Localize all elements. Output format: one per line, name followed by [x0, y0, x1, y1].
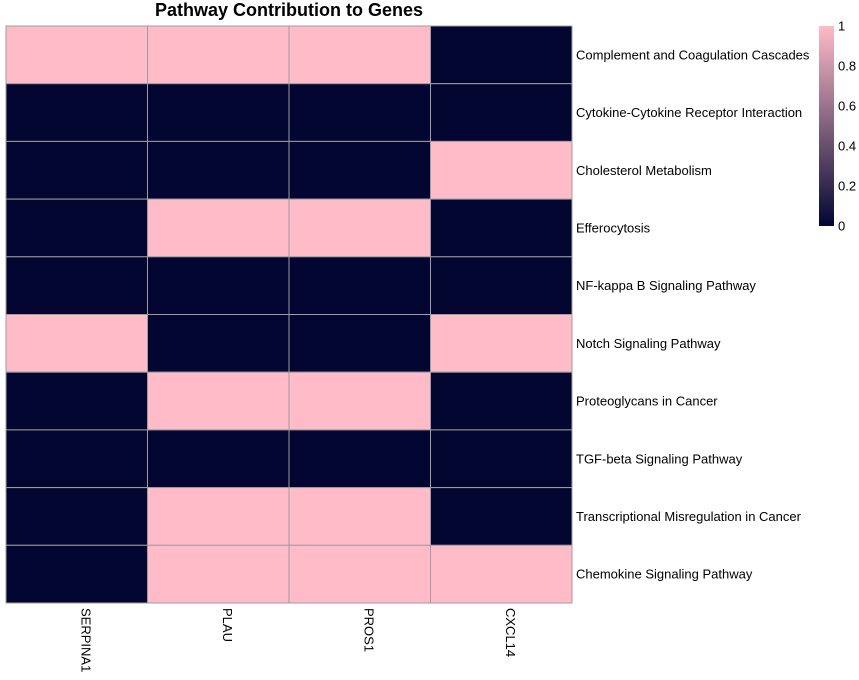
heatmap-cell [288, 314, 431, 373]
heatmap-cell [5, 314, 148, 373]
heatmap-cell [288, 544, 431, 604]
column-label: SERPINA1 [78, 608, 93, 672]
row-label: Proteoglycans in Cancer [576, 394, 718, 409]
heatmap-cell [147, 314, 290, 373]
heatmap-cell [288, 429, 431, 489]
chart-title: Pathway Contribution to Genes [155, 0, 423, 20]
heatmap-cell [5, 371, 148, 431]
heatmap-cell [430, 140, 573, 200]
legend-tick-label: 0.8 [838, 59, 856, 74]
legend-tick-label: 1 [838, 19, 845, 34]
heatmap-cell [5, 487, 148, 546]
row-labels: Complement and Coagulation Cascades Cytok… [576, 47, 810, 581]
heatmap-cell [5, 83, 148, 142]
column-label: PROS1 [361, 608, 376, 652]
heatmap-cell [5, 25, 148, 85]
heatmap-cell [147, 140, 290, 200]
heatmap-cell [430, 83, 573, 142]
heatmap-cell [430, 429, 573, 489]
heatmap-cell [288, 25, 431, 85]
legend-tick-label: 0.6 [838, 99, 856, 114]
heatmap-cell [430, 371, 573, 431]
heatmap-cell [430, 314, 573, 373]
heatmap-cell [430, 544, 573, 604]
heatmap-cell [288, 83, 431, 142]
heatmap-cell [147, 429, 290, 489]
heatmap-cell [5, 256, 148, 315]
row-label: Complement and Coagulation Cascades [576, 47, 810, 62]
heatmap-cell [147, 487, 290, 546]
heatmap-cell [430, 487, 573, 546]
heatmap-cell [288, 140, 431, 200]
heatmap-cell [5, 544, 148, 604]
heatmap-cell [5, 429, 148, 489]
legend-tick-label: 0.2 [838, 179, 856, 194]
heatmap-cell [288, 371, 431, 431]
heatmap-cells [5, 25, 573, 604]
heatmap-cell [147, 256, 290, 315]
heatmap-cell [288, 198, 431, 258]
heatmap-cell [430, 25, 573, 85]
row-label: Notch Signaling Pathway [576, 336, 721, 351]
heatmap-cell [288, 256, 431, 315]
color-legend: 0 0.2 0.4 0.6 0.8 1 [819, 19, 856, 234]
heatmap-cell [288, 487, 431, 546]
column-labels: SERPINA1 PLAU PROS1 CXCL14 [78, 608, 518, 672]
heatmap-cell [147, 544, 290, 604]
row-label: Chemokine Signaling Pathway [576, 567, 753, 582]
heatmap-cell [430, 256, 573, 315]
row-label: TGF-beta Signaling Pathway [576, 451, 743, 466]
heatmap-cell [147, 198, 290, 258]
row-label: Cholesterol Metabolism [576, 163, 712, 178]
row-label: NF-kappa B Signaling Pathway [576, 278, 756, 293]
heatmap-cell [147, 83, 290, 142]
legend-tick-label: 0.4 [838, 139, 856, 154]
legend-tick-label: 0 [838, 219, 845, 234]
heatmap-cell [147, 25, 290, 85]
heatmap-cell [430, 198, 573, 258]
legend-color-bar [819, 26, 834, 226]
column-label: CXCL14 [503, 608, 518, 657]
heatmap-cell [5, 198, 148, 258]
row-label: Efferocytosis [576, 220, 651, 235]
row-label: Cytokine-Cytokine Receptor Interaction [576, 105, 802, 120]
row-label: Transcriptional Misregulation in Cancer [576, 509, 802, 524]
heatmap-cell [5, 140, 148, 200]
heatmap-cell [147, 371, 290, 431]
column-label: PLAU [220, 608, 235, 642]
